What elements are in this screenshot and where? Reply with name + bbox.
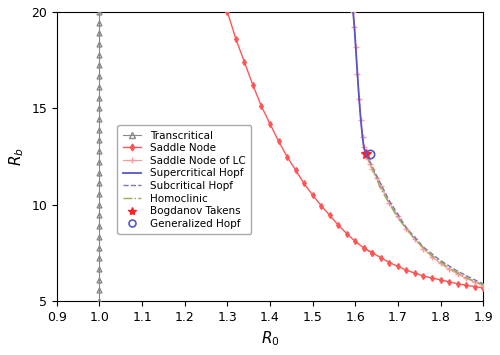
Y-axis label: $R_b$: $R_b$ bbox=[7, 147, 26, 166]
Legend: Transcritical, Saddle Node, Saddle Node of LC, Supercritical Hopf, Subcritical H: Transcritical, Saddle Node, Saddle Node … bbox=[118, 125, 250, 234]
X-axis label: $R_0$: $R_0$ bbox=[260, 329, 280, 348]
